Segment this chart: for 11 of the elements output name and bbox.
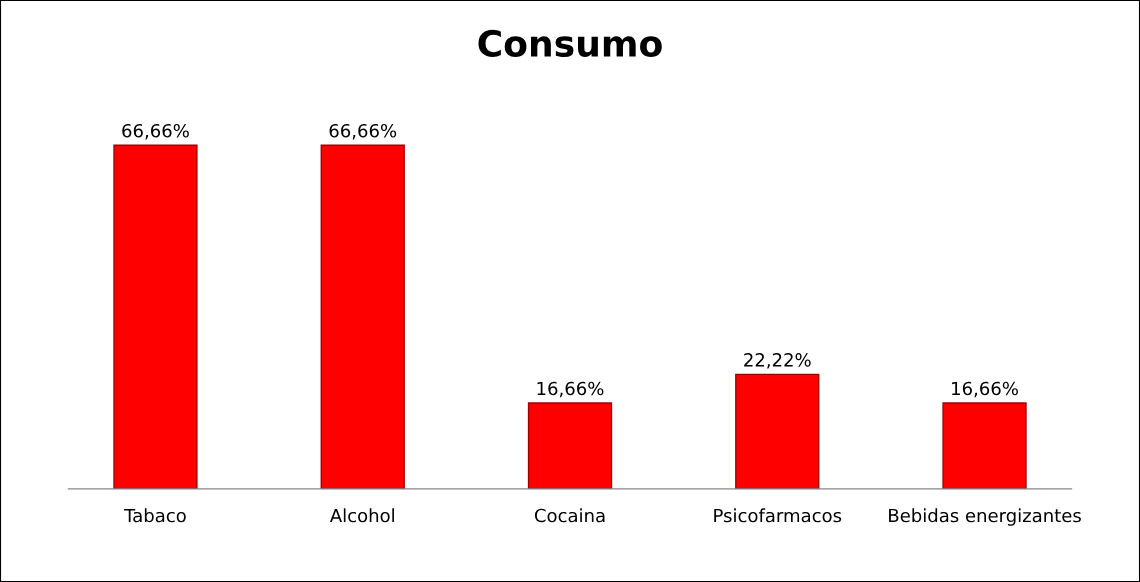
x-tick-label: Psicofarmacos [714, 508, 842, 523]
x-tick-label: Cocaina [534, 508, 605, 523]
x-tick-label: Alcohol [329, 508, 394, 523]
chart-title: Consumo [478, 29, 662, 58]
data-label: 16,66% [952, 381, 1018, 398]
x-tick-label: Bebidas energizantes [889, 508, 1081, 526]
x-tick-label: Tabaco [124, 508, 186, 523]
data-label: 66,66% [329, 123, 397, 140]
data-label: 16,66% [537, 381, 604, 398]
data-label: 22,22% [744, 353, 811, 369]
data-label: 66,66% [122, 123, 189, 140]
